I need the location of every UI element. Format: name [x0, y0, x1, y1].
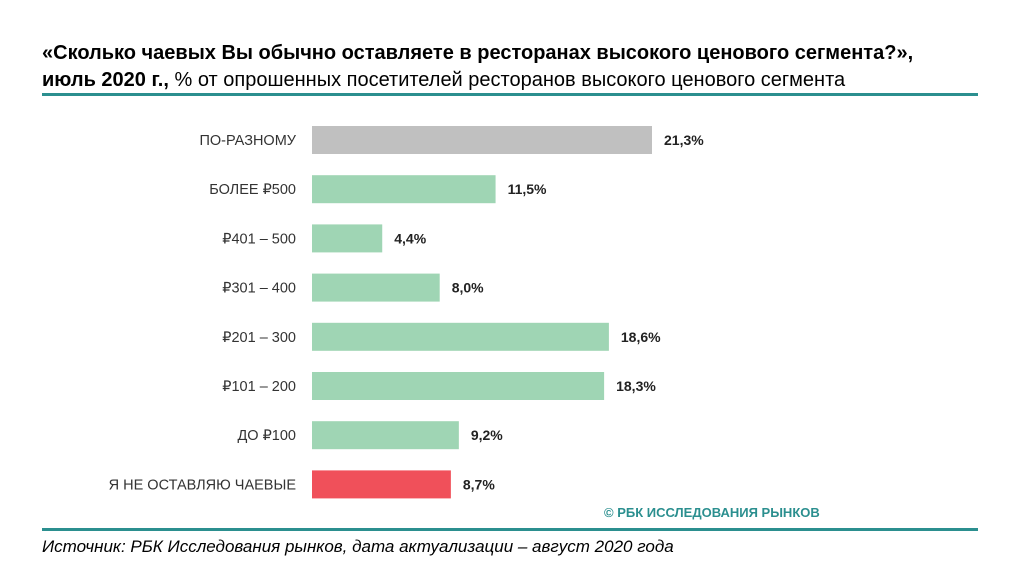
value-label: 8,0% — [452, 280, 484, 296]
category-label: БОЛЕЕ ₽500 — [209, 182, 296, 198]
chart-title: «Сколько чаевых Вы обычно оставляете в р… — [42, 40, 992, 94]
value-label: 8,7% — [463, 476, 495, 492]
category-label: ₽401 – 500 — [222, 231, 296, 247]
value-label: 4,4% — [394, 230, 426, 246]
bar — [312, 372, 605, 400]
title-date: июль 2020 г., — [42, 69, 169, 91]
bar-chart: ПО-РАЗНОМУ 21,3% БОЛЕЕ ₽500 11,5% ₽401 – 500… — [109, 126, 704, 499]
bar — [312, 224, 383, 253]
category-label: ПО-РАЗНОМУ — [199, 133, 296, 149]
copyright-label: © РБК ИССЛЕДОВАНИЯ РЫНКОВ — [604, 505, 820, 520]
bar — [312, 470, 451, 499]
title-line-1: «Сколько чаевых Вы обычно оставляете в р… — [42, 42, 914, 64]
bar — [312, 322, 609, 351]
bar — [312, 126, 652, 154]
top-divider — [42, 93, 978, 96]
value-label: 18,3% — [616, 378, 656, 394]
category-label: ₽301 – 400 — [222, 281, 296, 297]
value-label: 21,3% — [664, 132, 704, 148]
bar — [312, 421, 459, 450]
bar — [312, 273, 440, 302]
value-label: 11,5% — [508, 181, 547, 197]
category-label: ₽201 – 300 — [222, 330, 296, 346]
bottom-divider — [42, 528, 978, 531]
category-label: ₽101 – 200 — [222, 379, 296, 395]
source-note: Источник: РБК Исследования рынков, дата … — [42, 537, 674, 556]
value-label: 18,6% — [621, 329, 661, 345]
title-subtitle: % от опрошенных посетителей ресторанов в… — [174, 69, 846, 91]
category-label: Я НЕ ОСТАВЛЯЮ ЧАЕВЫЕ — [109, 477, 297, 493]
value-label: 9,2% — [471, 427, 503, 443]
category-label: ДО ₽100 — [237, 428, 296, 444]
bar — [312, 175, 496, 204]
